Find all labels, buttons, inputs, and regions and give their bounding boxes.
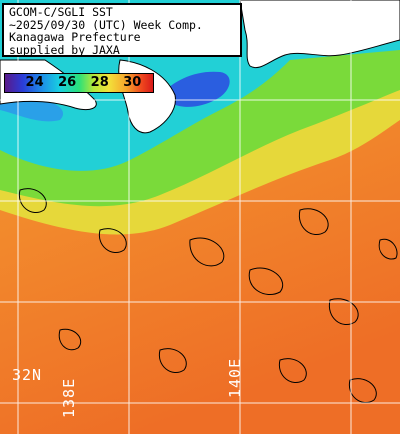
lat-label-32n: 32N bbox=[12, 366, 43, 384]
colorbar-tick-24: 24 bbox=[25, 75, 44, 90]
colorbar-tick-26: 26 bbox=[58, 75, 77, 90]
title-line-4: supplied by JAXA bbox=[9, 42, 120, 57]
blue-coast-patch bbox=[0, 97, 64, 122]
sst-colorbar: 24 26 28 30 bbox=[4, 73, 154, 93]
colorbar-tick-28: 28 bbox=[90, 75, 109, 90]
land-north bbox=[239, 0, 400, 69]
title-line-1: GCOM-C/SGLI SST bbox=[9, 5, 113, 19]
title-box: GCOM-C/SGLI SST ~2025/09/30 (UTC) Week C… bbox=[2, 3, 242, 57]
title-line-3: Kanagawa Prefecture bbox=[9, 30, 141, 44]
colorbar-tick-30: 30 bbox=[123, 75, 142, 90]
title-line-2: ~2025/09/30 (UTC) Week Comp. bbox=[9, 17, 203, 32]
lon-label-138e: 138E bbox=[60, 377, 78, 418]
lon-label-140e: 140E bbox=[226, 357, 244, 398]
sst-contours bbox=[18, 188, 398, 403]
blue-bay-patch bbox=[160, 71, 230, 107]
